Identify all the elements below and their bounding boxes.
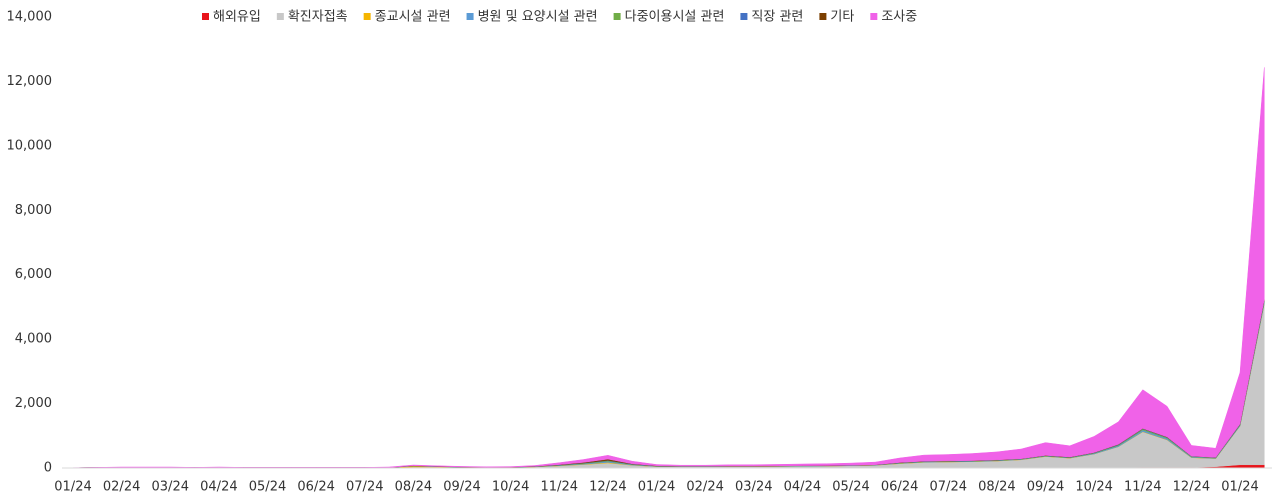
legend-label: 다중이용시설 관련 [625,10,725,25]
y-tick-label: 8,000 [15,203,52,218]
x-tick-label: 01/24 [54,480,91,495]
x-tick-label: 03/24 [152,480,189,495]
x-tick-label: 06/24 [881,480,918,495]
x-tick-label: 11/24 [1124,480,1161,495]
area [72,67,1265,469]
x-tick-label: 08/24 [395,480,432,495]
legend-label: 종교시설 관련 [375,10,451,25]
y-tick-label: 12,000 [7,74,53,89]
y-tick-label: 2,000 [15,396,52,411]
y-tick-label: 14,000 [7,10,53,25]
legend-label: 기타 [830,10,854,25]
legend-label: 해외유입 [213,10,261,25]
legend-label: 병원 및 요양시설 관련 [478,10,598,25]
x-tick-label: 10/24 [492,480,529,495]
x-tick-label: 04/24 [784,480,821,495]
x-tick-label: 12/24 [1173,480,1210,495]
x-tick-label: 09/24 [443,480,480,495]
x-tick-label: 02/24 [103,480,140,495]
legend-item: 해외유입 [202,10,261,25]
legend-item: 종교시설 관련 [363,10,451,25]
x-tick-label: 08/24 [978,480,1015,495]
legend-swatch [870,13,878,20]
legend-item: 다중이용시설 관련 [613,10,725,25]
x-tick-label: 04/24 [200,480,237,495]
y-tick-label: 4,000 [15,332,52,347]
x-tick-label: 05/24 [249,480,286,495]
x-tick-label: 07/24 [346,480,383,495]
x-tick-label: 09/24 [1027,480,1064,495]
x-tick-label: 03/24 [735,480,772,495]
x-tick-label: 06/24 [297,480,334,495]
legend-swatch [819,13,827,20]
y-tick-label: 10,000 [7,138,53,153]
x-tick-label: 02/24 [686,480,723,495]
x-tick-label: 11/24 [541,480,578,495]
x-tick-label: 10/24 [1075,480,1112,495]
legend-swatch [466,13,474,20]
legend-label: 확진자접촉 [288,10,348,25]
y-tick-label: 6,000 [15,267,52,282]
legend-swatch [740,13,748,20]
legend-item: 조사중 [870,10,917,25]
legend-item: 직장 관련 [740,10,803,25]
legend-swatch [276,13,284,20]
legend-label: 직장 관련 [751,10,803,25]
x-tick-label: 07/24 [930,480,967,495]
legend-swatch [202,13,209,20]
legend-swatch [363,13,371,20]
legend-item: 병원 및 요양시설 관련 [466,10,598,25]
legend-item: 확진자접촉 [276,10,348,25]
legend-label: 조사중 [881,10,917,25]
x-tick-label: 05/24 [832,480,869,495]
x-tick-label: 01/24 [638,480,675,495]
legend-item: 기타 [819,10,854,25]
x-tick-label: 01/24 [1221,480,1258,495]
y-tick-label: 0 [44,461,52,476]
legend-swatch [613,13,621,20]
x-tick-label: 12/24 [589,480,626,495]
